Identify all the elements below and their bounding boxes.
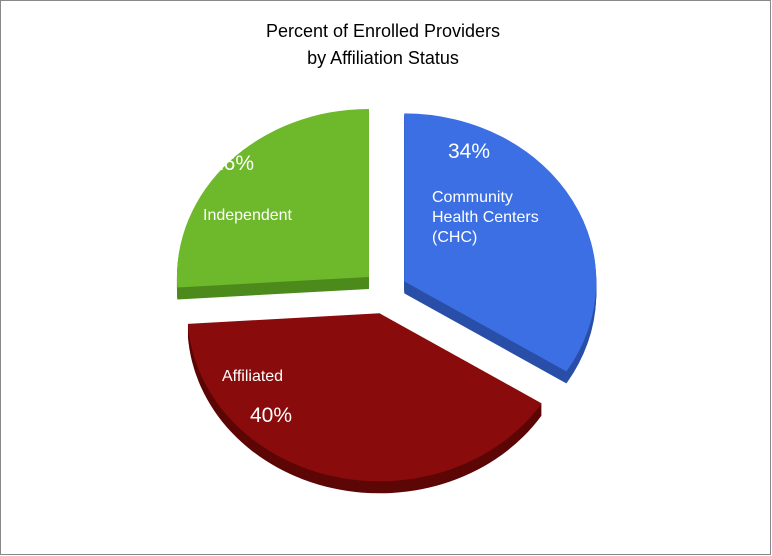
category-label: Independent: [203, 207, 292, 224]
category-label: Community Health Centers (CHC): [432, 189, 539, 246]
value-label: 40%: [250, 404, 293, 427]
slice: [404, 113, 597, 372]
slice: [187, 313, 542, 482]
chart-title: Percent of Enrolled Providers: [266, 21, 500, 41]
chart-title: by Affiliation Status: [307, 48, 459, 68]
slice: [176, 108, 369, 288]
category-label: Affiliated: [222, 368, 284, 385]
value-label: 26%: [212, 152, 255, 175]
value-label: 34%: [448, 140, 491, 163]
